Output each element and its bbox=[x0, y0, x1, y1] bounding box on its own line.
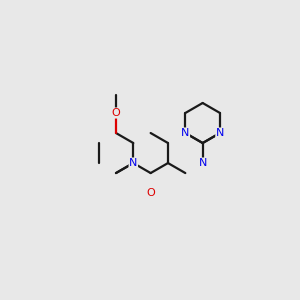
Text: N: N bbox=[216, 128, 224, 138]
Text: N: N bbox=[199, 158, 207, 168]
Text: N: N bbox=[181, 128, 190, 138]
Text: O: O bbox=[112, 108, 120, 118]
Text: O: O bbox=[146, 188, 155, 198]
Text: N: N bbox=[129, 158, 137, 168]
